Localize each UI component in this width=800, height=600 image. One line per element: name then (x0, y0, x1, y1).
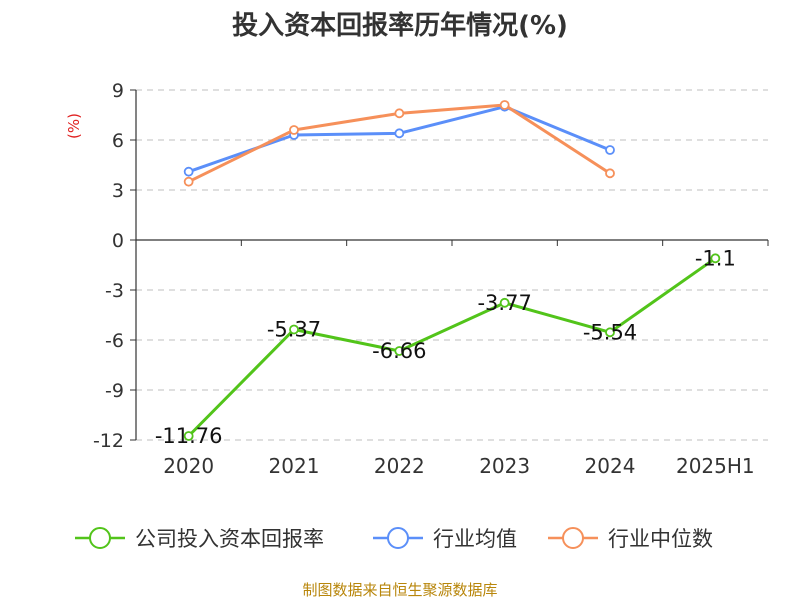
data-label: -1.1 (695, 246, 736, 270)
data-point (289, 324, 299, 335)
data-point (183, 176, 194, 187)
data-point (394, 346, 405, 356)
legend-label: 行业中位数 (608, 527, 713, 551)
y-tick-label: -6 (105, 330, 124, 352)
y-tick-label: -12 (93, 430, 124, 452)
legend-swatch-marker (562, 527, 584, 549)
series-line (187, 257, 717, 438)
data-label: -3.77 (477, 291, 531, 315)
legend-label: 公司投入资本回报率 (135, 527, 324, 551)
y-axis-label: (%) (65, 113, 83, 139)
x-tick-label: 2020 (163, 454, 214, 478)
legend-swatch-marker (387, 527, 409, 549)
x-tick-label: 2021 (269, 454, 320, 478)
y-tick-label: 3 (112, 180, 124, 202)
y-tick-label: -3 (105, 280, 124, 302)
data-point (499, 100, 510, 110)
data-label: -6.66 (372, 339, 426, 363)
source-note: 制图数据来自恒生聚源数据库 (302, 581, 497, 599)
legend-swatch-marker (89, 527, 111, 549)
grid-lines (136, 89, 768, 441)
y-tick-label: 9 (112, 80, 124, 102)
data-label: -5.37 (267, 318, 321, 342)
data-point (289, 125, 299, 135)
chart-title: 投入资本回报率历年情况(%) (232, 10, 568, 41)
data-point (710, 253, 721, 264)
data-point (605, 168, 615, 179)
data-point (394, 128, 405, 139)
data-point (394, 108, 405, 119)
data-label: -5.54 (583, 320, 637, 344)
data-point (499, 297, 510, 308)
x-tick-label: 2025H1 (676, 454, 755, 478)
y-tick-label: 0 (112, 230, 124, 252)
legend: 公司投入资本回报率 行业均值 行业中位数 (75, 527, 713, 551)
legend-label: 行业均值 (433, 527, 517, 551)
x-tick-label: 2022 (374, 454, 425, 478)
data-labels: -11.76 -5.37 -6.66 -3.77 -5.54 -1.1 (155, 246, 736, 448)
axes: 9 6 3 0 -3 -6 -9 -12 2020 2021 2022 2023 2024 2025H1 (93, 80, 769, 478)
series-group (183, 100, 721, 441)
data-point (183, 166, 194, 177)
data-label: -11.76 (155, 424, 223, 448)
x-tick-label: 2024 (585, 454, 636, 478)
y-tick-label: -9 (105, 380, 124, 402)
data-point (605, 145, 615, 155)
data-point (605, 327, 615, 338)
x-tick-label: 2023 (479, 454, 530, 478)
y-tick-label: 6 (112, 130, 124, 152)
data-point (183, 431, 194, 441)
